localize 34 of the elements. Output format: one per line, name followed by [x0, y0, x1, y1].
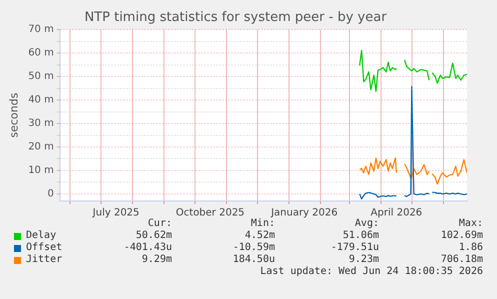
text: 9.29m	[142, 254, 172, 265]
text: -179.51u	[330, 242, 379, 253]
legend-label: Offset	[26, 242, 62, 253]
y-tick-label: 20 m	[28, 142, 54, 153]
x-tick-label: July 2025	[92, 208, 140, 219]
text: -10.59m	[232, 242, 275, 253]
text: Cur:	[148, 218, 172, 229]
x-tick-label: January 2026	[270, 208, 338, 219]
y-tick-label: 70 m	[28, 24, 54, 36]
y-tick-label: 40 m	[28, 94, 54, 106]
y-tick-label: 0	[47, 188, 54, 200]
text: Max:	[458, 218, 483, 229]
text: 1.86	[458, 242, 483, 253]
x-tick-label: October 2025	[176, 208, 245, 219]
chart-title: NTP timing statistics for system peer - by year	[84, 10, 388, 26]
text: Last update: Wed Jun 24 18:00:35 2026	[260, 266, 483, 277]
text: 184.50u	[232, 254, 275, 265]
text: -401.43u	[124, 242, 172, 253]
text: 50.62m	[136, 230, 172, 241]
text: 706.18m	[440, 254, 483, 265]
y-tick-label: 60 m	[28, 48, 54, 59]
y-axis-title: seconds	[7, 92, 20, 138]
y-tick-label: 10 m	[28, 165, 54, 176]
text: 4.52m	[244, 230, 275, 241]
text: 51.06m	[342, 230, 379, 241]
legend-label: Delay	[26, 230, 56, 241]
y-tick-label: 30 m	[28, 118, 54, 130]
text: Avg:	[354, 218, 379, 229]
x-tick-label: April 2026	[370, 208, 422, 219]
text: 102.69m	[440, 230, 483, 241]
text: 9.23m	[348, 254, 379, 265]
text: Min:	[250, 218, 275, 229]
y-tick-label: 50 m	[28, 71, 54, 82]
legend-label: Jitter	[26, 254, 62, 265]
